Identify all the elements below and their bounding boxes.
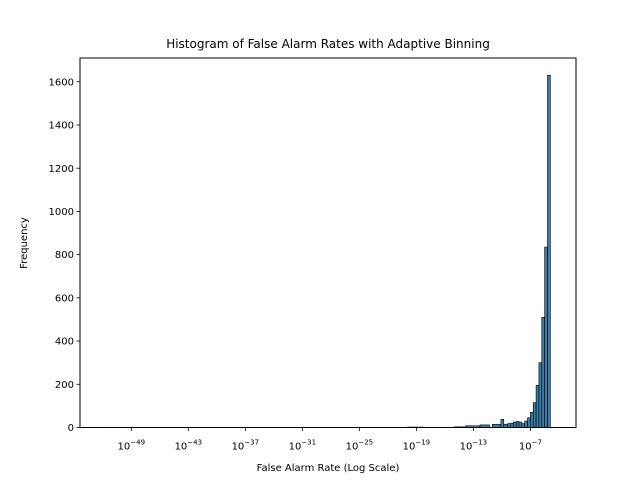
histogram-bar-20 — [538, 362, 543, 428]
histogram-bar-21 — [541, 316, 545, 428]
x-tick-label-6: 10−13 — [460, 439, 488, 453]
histogram-bar-12 — [515, 421, 520, 428]
y-axis-title: Frequency — [19, 217, 30, 269]
x-tick-label-7: 10−7 — [519, 439, 542, 453]
x-tick-label-2: 10−37 — [232, 439, 260, 453]
y-tick-label-3: 600 — [55, 293, 74, 304]
x-tick-label-3: 10−31 — [289, 439, 317, 453]
y-tick-label-5: 1000 — [49, 207, 74, 218]
histogram-bar-10 — [510, 422, 514, 428]
x-axis-ticks: 10−49 10−43 10−37 10−31 10−25 10−19 10−13 10−7 — [118, 427, 542, 453]
histogram-bar-11 — [512, 421, 517, 428]
y-axis-ticks: 0 200 400 600 800 1000 1200 1400 1600 — [49, 77, 80, 434]
histogram-bar-22 — [544, 246, 548, 428]
y-tick-label-0: 0 — [68, 423, 74, 434]
chart-title: Histogram of False Alarm Rates with Adap… — [166, 37, 490, 51]
histogram-bar-19 — [535, 385, 540, 428]
x-tick-label-5: 10−19 — [403, 439, 431, 453]
y-tick-label-6: 1200 — [49, 164, 74, 175]
plot-frame — [79, 57, 577, 428]
histogram-bar-13 — [518, 421, 523, 428]
histogram-bar-17 — [530, 412, 534, 428]
y-tick-label-2: 400 — [55, 337, 74, 348]
histogram-bar-18 — [532, 402, 537, 428]
histogram-bar-16 — [527, 417, 531, 428]
histogram-bar-14 — [521, 423, 525, 428]
x-tick-label-0: 10−49 — [118, 439, 146, 453]
histogram-bar-9 — [507, 423, 511, 428]
x-tick-label-1: 10−43 — [175, 439, 203, 453]
x-axis-title: False Alarm Rate (Log Scale) — [257, 463, 400, 474]
histogram-bar-7 — [500, 418, 505, 428]
y-tick-label-8: 1600 — [49, 77, 74, 88]
histogram-bar-23 — [547, 74, 551, 428]
histogram-bar-15 — [524, 420, 528, 428]
x-tick-label-4: 10−25 — [346, 439, 374, 453]
y-tick-label-1: 200 — [55, 380, 74, 391]
y-tick-label-7: 1400 — [49, 121, 74, 132]
y-tick-label-4: 800 — [55, 250, 74, 261]
